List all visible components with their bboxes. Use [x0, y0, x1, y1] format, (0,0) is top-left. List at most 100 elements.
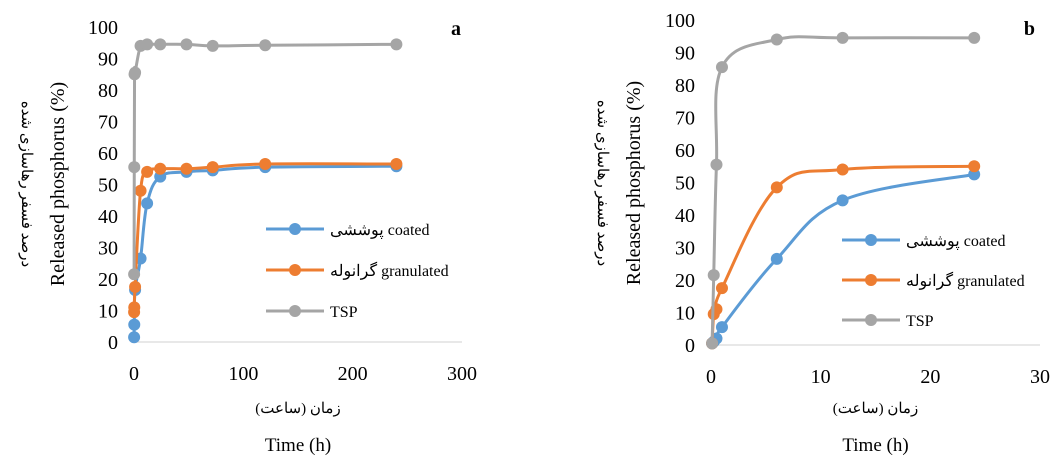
legend-entry: پوششی coated [842, 233, 1005, 250]
y-tick-label: 70 [98, 112, 118, 134]
y-axis-title: Released phosphorus (%) [623, 81, 645, 285]
x-tick-label: 0 [706, 366, 716, 388]
y-tick-label: 80 [98, 80, 118, 102]
series-line [710, 164, 976, 345]
y-tick-label: 0 [108, 332, 118, 354]
data-point [836, 31, 849, 44]
series-line [710, 35, 976, 345]
y-tick-label: 50 [98, 175, 118, 197]
y-tick-label: 80 [675, 75, 695, 97]
data-point [710, 158, 723, 171]
data-point [128, 268, 141, 281]
data-point [707, 269, 720, 282]
x-tick-label: 300 [447, 363, 477, 385]
y-tick-label: 40 [98, 206, 118, 228]
y-tick-label: 0 [685, 335, 695, 357]
y-axis-title: Released phosphorus (%) [47, 82, 69, 286]
data-point [141, 197, 154, 210]
data-point [390, 38, 403, 51]
data-point [706, 337, 719, 350]
legend-label: پوششی coated [330, 222, 429, 239]
legend-label: TSP [330, 304, 358, 321]
data-point [206, 39, 219, 52]
x-tick-label: 0 [129, 363, 139, 385]
y-tick-label: 10 [98, 301, 118, 323]
legend-swatch-marker [865, 274, 877, 286]
y-tick-label: 100 [88, 17, 118, 39]
data-point [141, 38, 154, 51]
legend-label: پوششی coated [906, 233, 1005, 250]
y-tick-label: 20 [675, 270, 695, 292]
y-tick-label: 100 [665, 10, 695, 32]
y-tick-label: 10 [675, 303, 695, 325]
data-point [259, 39, 272, 52]
legend-entry: گرانوله granulated [842, 271, 1025, 290]
legend-swatch-marker [289, 305, 301, 317]
x-tick-label: 10 [811, 366, 831, 388]
x-axis-title: Time (h) [265, 435, 331, 456]
x-tick-label: 20 [920, 366, 940, 388]
x-axis-title: Time (h) [842, 435, 908, 456]
legend-swatch-marker [289, 264, 301, 276]
x-tick-label: 100 [228, 363, 258, 385]
data-point [968, 160, 981, 173]
y-tick-label: 50 [675, 173, 695, 195]
y-tick-label: 60 [98, 143, 118, 165]
series-1 [128, 158, 403, 319]
chart-panel-b: 0 10 20 30 40 50 60 70 80 90 100 0 10 20 30 Released ph… [594, 10, 1050, 456]
legend-swatch-marker [865, 314, 877, 326]
x-tick-label: 30 [1030, 366, 1050, 388]
legend-label: گرانوله granulated [330, 261, 449, 280]
data-point [715, 61, 728, 74]
data-point [141, 165, 154, 178]
y-tick-label: 20 [98, 269, 118, 291]
y-tick-label: 90 [98, 49, 118, 71]
data-point [134, 184, 147, 197]
x-tick-label: 200 [338, 363, 368, 385]
data-point [836, 163, 849, 176]
data-point [180, 38, 193, 51]
data-point [180, 162, 193, 175]
series-2 [706, 31, 981, 350]
x-axis-title-fa: زمان (ساعت) [255, 401, 340, 417]
legend-swatch-marker [865, 234, 877, 246]
data-point [770, 33, 783, 46]
panel-label: a [451, 18, 461, 40]
y-tick-label: 40 [675, 205, 695, 227]
legend-entry: گرانوله granulated [266, 261, 449, 280]
data-point [129, 66, 142, 79]
data-point [715, 321, 728, 334]
data-point [206, 161, 219, 174]
x-axis-title-fa: زمان (ساعت) [833, 401, 918, 417]
data-point [390, 158, 403, 171]
legend-entry: TSP [842, 313, 934, 330]
legend-entry: پوششی coated [266, 222, 429, 239]
data-point [129, 280, 142, 293]
data-point [128, 161, 141, 174]
chart-panel-a: 0 10 20 30 40 50 60 70 80 90 100 0 100 200 300 Released… [18, 17, 477, 456]
data-point [154, 162, 167, 175]
data-point [836, 194, 849, 207]
y-axis-title-fa: درصد فسفر رهاسازی شده [18, 101, 34, 267]
data-point [128, 301, 141, 314]
legend-swatch-marker [289, 223, 301, 235]
data-point [259, 158, 272, 171]
data-point [968, 31, 981, 44]
data-point [715, 282, 728, 295]
legend-entry: TSP [266, 304, 358, 321]
y-tick-label: 90 [675, 43, 695, 65]
data-point [770, 252, 783, 265]
y-tick-label: 30 [675, 238, 695, 260]
data-point [128, 318, 141, 331]
series-0 [706, 168, 981, 350]
series-2 [128, 38, 403, 281]
data-point [154, 38, 167, 51]
series-0 [128, 160, 403, 344]
panel-label: b [1024, 18, 1035, 40]
y-axis-title-fa: درصد فسفر رهاسازی شده [594, 100, 610, 266]
y-tick-label: 60 [675, 140, 695, 162]
data-point [128, 331, 141, 344]
y-tick-label: 70 [675, 108, 695, 130]
data-point [770, 181, 783, 194]
